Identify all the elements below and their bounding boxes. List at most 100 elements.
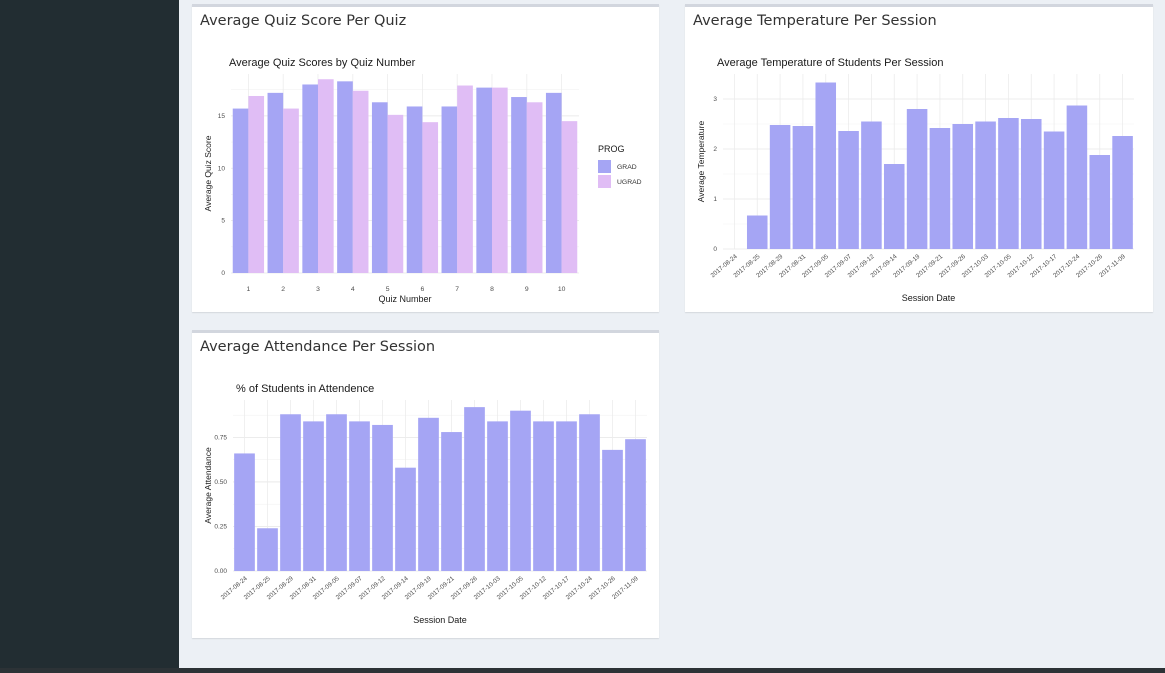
x-tick-label: 6 (421, 286, 425, 293)
y-tick-label: 0 (713, 246, 717, 253)
bar-grad (267, 92, 284, 273)
x-tick-label: 2017-11-09 (611, 575, 640, 601)
y-tick-label: 0.75 (214, 434, 227, 441)
bar (418, 417, 439, 571)
bar-ugrad (318, 79, 334, 273)
quiz-score-chart: 0 5 10 15 1 2 3 4 5 6 7 8 9 10 Average Quiz Scores by … (203, 57, 642, 304)
chart-title: Average Quiz Scores by Quiz Number (229, 57, 416, 69)
bar (303, 421, 324, 571)
temperature-panel: Average Temperature Per Session 0 1 2 3 2017… (685, 4, 1153, 312)
plot-background (233, 400, 647, 571)
bar (792, 126, 814, 249)
bar (349, 421, 370, 571)
y-tick-label: 0.50 (214, 479, 227, 486)
bar (952, 124, 974, 249)
bar (1112, 136, 1133, 249)
x-tick-label: 5 (386, 286, 390, 293)
x-tick-label: 10 (558, 286, 566, 293)
bar (746, 215, 768, 249)
x-axis-title: Session Date (413, 615, 467, 625)
bar-ugrad (422, 122, 439, 273)
legend-label-ugrad: UGRAD (617, 179, 642, 186)
bar-grad (476, 87, 492, 273)
y-tick-label: 3 (713, 96, 717, 103)
bar (441, 432, 462, 571)
bar (372, 424, 393, 571)
bar (1089, 155, 1111, 249)
bottom-bar (0, 668, 1165, 673)
bar (280, 414, 301, 571)
bar-ugrad (561, 121, 578, 273)
attendance-chart: 0.000.250.500.752017-08-242017-08-252017… (203, 383, 647, 625)
y-tick-label: 0.25 (214, 523, 227, 530)
x-tick-label: 1 (247, 286, 251, 293)
bar-ugrad (526, 102, 543, 273)
bar (602, 449, 623, 571)
plot-background (723, 74, 1134, 249)
bar-grad (406, 106, 423, 274)
bar-grad (511, 97, 527, 273)
y-tick-label: 2 (713, 146, 717, 153)
bar-grad (302, 84, 318, 273)
y-tick-label: 15 (218, 113, 226, 120)
y-tick-label: 10 (218, 165, 226, 172)
bar (257, 528, 278, 571)
bar (487, 421, 508, 571)
chart-title: Average Temperature of Students Per Sess… (717, 57, 943, 69)
bar (838, 131, 859, 249)
bar-ugrad (248, 95, 265, 273)
bar-ugrad (457, 85, 473, 273)
bar (975, 121, 996, 249)
bar-ugrad (492, 87, 508, 273)
bar (625, 439, 646, 571)
bar (510, 410, 531, 571)
y-tick-label: 0 (221, 270, 225, 277)
quiz-panel: Average Quiz Score Per Quiz 0 5 10 15 1 2 3 4 5 6… (192, 4, 659, 312)
bar (579, 414, 600, 571)
y-axis-title: Average Quiz Score (203, 135, 213, 211)
bar (883, 164, 905, 249)
temperature-chart: 01232017-08-242017-08-252017-08-292017-0… (696, 57, 1134, 303)
main-content: Average Quiz Score Per Quiz 0 5 10 15 1 2 3 4 5 6… (179, 0, 1165, 673)
bar-grad (337, 81, 353, 273)
bar-ugrad (352, 90, 369, 273)
legend-label-grad: GRAD (617, 164, 637, 171)
y-axis-title: Average Attendance (203, 447, 213, 524)
attendance-panel-title: Average Attendance Per Session (200, 339, 436, 355)
bar (906, 109, 928, 249)
y-tick-label: 0.00 (214, 568, 227, 575)
bar-ugrad (387, 114, 404, 273)
bar-grad (232, 108, 249, 273)
bar-ugrad (283, 108, 299, 273)
x-axis-title: Quiz Number (378, 294, 431, 304)
x-axis-title: Session Date (902, 293, 956, 303)
bar-grad (545, 92, 562, 273)
bar (395, 467, 416, 571)
bar (861, 121, 882, 249)
temperature-panel-title: Average Temperature Per Session (693, 13, 937, 29)
bar-grad (441, 106, 458, 274)
x-tick-label: 9 (525, 286, 529, 293)
bar (533, 421, 554, 571)
sidebar (0, 0, 179, 673)
bar (326, 414, 347, 571)
bar-grad (371, 102, 388, 273)
bar (464, 407, 485, 571)
bar (815, 82, 837, 249)
bar (1066, 105, 1088, 249)
quiz-panel-title: Average Quiz Score Per Quiz (200, 13, 407, 29)
bar (998, 118, 1019, 249)
bar (1043, 131, 1065, 249)
x-tick-label: 7 (455, 286, 459, 293)
bar (1020, 119, 1042, 249)
bar (234, 453, 255, 571)
x-tick-label: 8 (490, 286, 494, 293)
x-tick-label: 3 (316, 286, 320, 293)
legend-swatch-grad (598, 160, 611, 173)
attendance-panel: Average Attendance Per Session 0.00 0.25 0… (192, 330, 659, 638)
x-tick-label: 2 (281, 286, 285, 293)
y-axis-title: Average Temperature (696, 121, 706, 203)
bar (556, 421, 577, 571)
bar (769, 125, 791, 249)
bar (929, 128, 951, 249)
